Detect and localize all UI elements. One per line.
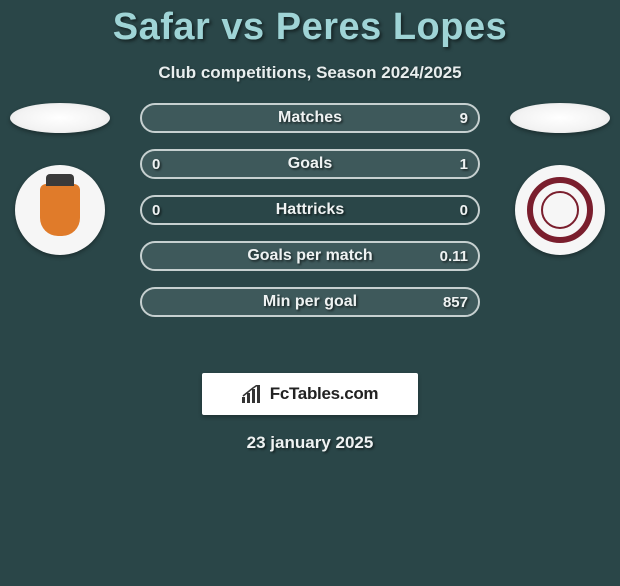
stat-row: 0 Hattricks 0: [140, 195, 480, 225]
page-title: Safar vs Peres Lopes: [0, 6, 620, 49]
stat-value-right: 0.11: [440, 248, 468, 265]
player-right-avatar: [510, 103, 610, 133]
stat-label: Hattricks: [276, 201, 344, 219]
player-left-slot: [10, 103, 110, 255]
player-right-slot: [510, 103, 610, 255]
stat-row: Min per goal 857: [140, 287, 480, 317]
club-badge-left: [15, 165, 105, 255]
stat-bars: Matches 9 0 Goals 1 0 Hattricks 0 Goals per matc…: [140, 103, 480, 317]
stat-value-right: 0: [460, 202, 468, 219]
stat-row: Matches 9: [140, 103, 480, 133]
club-badge-right: [515, 165, 605, 255]
comparison-arena: Matches 9 0 Goals 1 0 Hattricks 0 Goals per matc…: [0, 103, 620, 353]
stat-value-left: 0: [152, 202, 160, 219]
page-subtitle: Club competitions, Season 2024/2025: [0, 63, 620, 83]
stat-label: Goals: [288, 155, 332, 173]
brand-text: FcTables.com: [270, 384, 379, 404]
footer-date: 23 january 2025: [0, 433, 620, 453]
brand-chart-icon: [242, 385, 264, 403]
stat-row: 0 Goals 1: [140, 149, 480, 179]
player-left-avatar: [10, 103, 110, 133]
brand-badge: FcTables.com: [202, 373, 418, 415]
stat-row: Goals per match 0.11: [140, 241, 480, 271]
stat-value-right: 9: [460, 110, 468, 127]
stat-label: Matches: [278, 109, 342, 127]
club-badge-left-icon: [40, 184, 80, 236]
stat-label: Min per goal: [263, 293, 357, 311]
club-badge-right-icon: [527, 177, 593, 243]
stat-value-right: 857: [443, 294, 468, 311]
stat-value-right: 1: [460, 156, 468, 173]
stat-label: Goals per match: [247, 247, 372, 265]
stat-value-left: 0: [152, 156, 160, 173]
